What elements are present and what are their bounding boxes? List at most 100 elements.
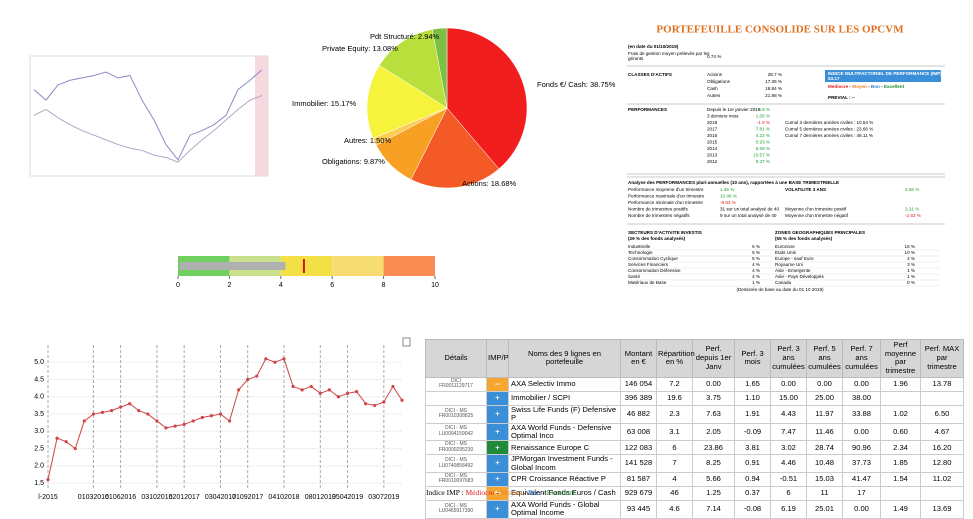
y-tick-label: 4.0 <box>34 394 44 401</box>
value-cell <box>920 485 964 501</box>
imp-word: - <box>867 84 871 89</box>
point <box>119 405 123 409</box>
x-tick-label: 08012019 <box>305 494 336 501</box>
report-text: 16 % <box>905 244 915 249</box>
legend-part: Indice IMP : <box>426 488 466 497</box>
isin: LU0740858492 <box>438 462 474 469</box>
value-cell: 0.94 <box>734 471 771 487</box>
point <box>382 400 386 404</box>
value-cell: 929 679 <box>620 485 657 501</box>
report-text: Performance minimale d'un trimestre <box>628 200 703 205</box>
table-legend: Indice IMP : Médiocre - Moyen - Bon - Ex… <box>426 488 575 497</box>
value-cell: 1.02 <box>880 404 921 424</box>
value-cell <box>880 485 921 501</box>
point <box>164 426 168 430</box>
point <box>173 424 177 428</box>
value-cell: 16.20 <box>920 440 964 456</box>
value-cell: 0.00 <box>842 499 881 519</box>
value-cell: 11 <box>806 485 843 501</box>
value-cell: 15.00 <box>770 390 807 406</box>
report-text: (Dessinée de base au date du 01 10 2019) <box>736 287 824 292</box>
isin: FR0000295230 <box>438 446 474 453</box>
point <box>391 384 395 389</box>
value-cell: 0.00 <box>770 376 807 392</box>
imp-cell: + <box>486 499 509 519</box>
table-row: DICI - MS LU0465917390 + AXA World Funds - … <box>425 499 964 519</box>
value-cell: 37.73 <box>842 454 881 473</box>
value-cell: -0.51 <box>770 471 807 487</box>
header-cell: IMP/P <box>486 339 509 378</box>
report-text: Depuis le 1er janvier 2019 <box>707 107 761 112</box>
point <box>255 374 259 378</box>
slice-label: Fonds €/ Cash: 38.75% <box>537 80 616 89</box>
table-row: DICI - MS LU0740858492 + JPMorgan Investmen… <box>425 454 964 473</box>
report-text: Canada <box>775 280 792 285</box>
header-cell: Perf. 5 ans cumulées <box>806 339 843 378</box>
point <box>91 412 95 416</box>
report-text: Consommation Cyclique <box>628 256 678 261</box>
report-text: 2012 <box>707 159 718 164</box>
value-cell: 4.43 <box>770 404 807 424</box>
report-text: Asie - Pays Développés <box>775 274 824 279</box>
doc-link: DICI <box>451 377 461 384</box>
report-text: Autres <box>707 93 721 98</box>
pie-slice <box>366 64 448 139</box>
point <box>100 410 105 414</box>
imp-cell: + <box>486 422 509 442</box>
point <box>373 403 377 408</box>
point <box>55 436 59 440</box>
report-text: Cash <box>707 86 718 91</box>
point <box>209 414 213 418</box>
x-tick-label: 01032016 <box>78 494 109 501</box>
value-cell: 7 <box>656 454 693 473</box>
table-row: +- Equivalent Fonds Euros / Cash 929 679 46… <box>425 485 964 501</box>
value-cell: 0.00 <box>842 422 881 442</box>
report-text: 3.56 % <box>905 187 919 192</box>
details-cell: DICI - MS FR0010308825 <box>425 404 487 424</box>
report-text: Analyse des PERFORMANCES pluri-annuelles… <box>628 180 839 185</box>
value-cell: 63 008 <box>620 422 657 442</box>
report-text: 2015 <box>707 140 718 145</box>
value-cell: 11.46 <box>806 422 843 442</box>
report-text: Europe - sauf Euro <box>775 256 814 261</box>
chart-frame <box>29 55 269 177</box>
y-tick-label: 3.0 <box>34 428 44 435</box>
pie-slice <box>432 27 448 109</box>
value-cell <box>880 390 921 406</box>
slice-label: Immobilier: 15.17% <box>292 99 357 108</box>
details-cell: DICI FR0011129717 <box>425 376 487 392</box>
value-cell: 1.65 <box>734 376 771 392</box>
report-text: Cumul 5 dernières années civiles : 23.66… <box>785 127 873 132</box>
point <box>200 415 204 420</box>
x-tick-label: 2 <box>227 282 231 289</box>
report-text: Industrielle <box>628 244 651 249</box>
value-cell: 5.66 <box>692 471 735 487</box>
imp-scale: Médiocre - Moyen - Bon - Excellent <box>828 84 905 89</box>
imp-word: Moyen <box>852 84 867 89</box>
imp-word: Médiocre <box>828 84 849 89</box>
imp-word: - <box>880 84 884 89</box>
point <box>273 360 277 364</box>
fund-name: AXA World Funds - Global Optimal Income <box>508 499 621 519</box>
point <box>291 384 295 389</box>
report-text: 2016 <box>707 133 718 138</box>
value-cell: 0.00 <box>806 376 843 392</box>
legend-part: Excellent <box>546 488 576 497</box>
report-text: PERFORMANCES <box>628 107 667 112</box>
x-tick-label: 04102018 <box>268 494 299 501</box>
value-cell: 11.97 <box>806 404 843 424</box>
value-cell: 0.00 <box>692 376 735 392</box>
imp-word: - <box>848 84 852 89</box>
report-text: (55 % des fonds analysés) <box>775 236 833 241</box>
doc-link: DICI - MS <box>445 441 467 448</box>
value-cell: 141 528 <box>620 454 657 473</box>
gauge-band <box>383 256 435 276</box>
report-text: Cumul 7 dernières années civiles : 49.11… <box>785 133 873 138</box>
report-title: PORTEFEUILLE CONSOLIDE SUR LES OPCVM <box>656 24 904 36</box>
y-tick-label: 2.5 <box>34 445 44 452</box>
series-line <box>33 94 263 163</box>
legend-part: - <box>494 488 501 497</box>
header-cell: Perf. 7 ans cumulées <box>842 339 881 378</box>
value-cell: 146 054 <box>620 376 657 392</box>
